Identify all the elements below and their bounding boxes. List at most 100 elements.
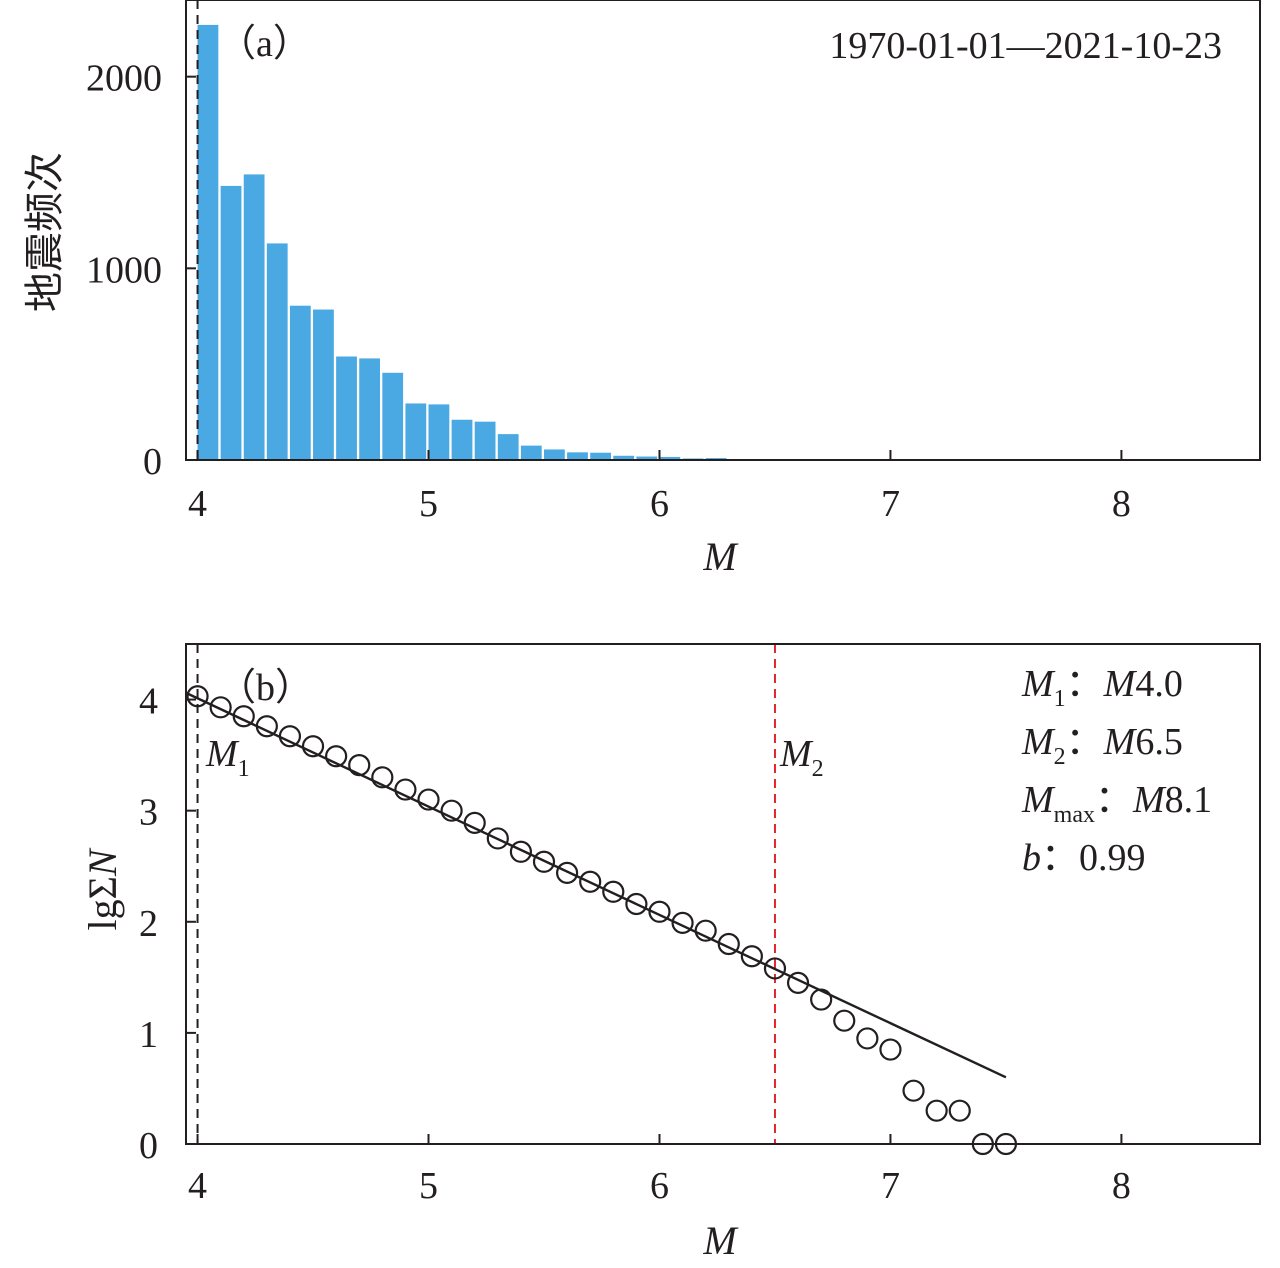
point-m7.2	[925, 1099, 948, 1122]
point-m6.1	[671, 911, 694, 934]
y-tick-label-2: 2	[139, 903, 158, 945]
legend-row-2: M2：M6.5	[1021, 721, 1183, 770]
panel-b-y-axis-label: lgΣN	[80, 847, 125, 930]
point-m5.5	[532, 850, 556, 873]
bar-m4.4	[289, 305, 311, 460]
panel-a-bars	[197, 24, 1027, 461]
bar-m4.9	[405, 403, 427, 460]
point-m5.3	[486, 827, 509, 850]
y-tick-label-4: 4	[139, 681, 158, 723]
legend-row-4: b：0.99	[1022, 837, 1146, 879]
legend-sep: ：	[1066, 721, 1104, 763]
panel-b-points	[186, 685, 1018, 1156]
x-tick-label-6: 6	[650, 483, 669, 525]
bar-m5.2	[474, 421, 496, 460]
point-m6.6	[786, 971, 810, 994]
panel-a-axes-frame	[185, 0, 1261, 461]
point-m5.2	[463, 811, 486, 834]
legend-val: 0.99	[1079, 837, 1146, 879]
point-m5.4	[509, 840, 533, 863]
m1-annotation-var: M	[205, 733, 240, 775]
legend-val: 6.5	[1135, 721, 1183, 763]
legend-sep: ：	[1066, 663, 1104, 705]
panel-b-y-ticks: 0 1 2 3 4	[139, 681, 196, 1167]
point-m5.1	[440, 799, 463, 822]
point-m6.8	[833, 1009, 856, 1032]
panel-a-label: （a）	[218, 23, 311, 65]
panel-b-x-axis-label: M	[702, 1218, 739, 1263]
point-m5.6	[555, 861, 579, 884]
panel-b-m1-annotation: M1	[205, 733, 250, 782]
legend-var: M	[1021, 663, 1056, 705]
panel-b-fit-line	[185, 691, 1007, 1079]
bar-m5.4	[520, 445, 542, 460]
y-tick-label-2000: 2000	[86, 58, 162, 100]
panel-a-x-ticks: 4 5 6 7 8	[188, 450, 1131, 525]
point-m4.2	[232, 705, 255, 728]
point-m4.4	[278, 725, 302, 748]
x-tick-label-4: 4	[188, 483, 207, 525]
point-m4.5	[301, 735, 325, 758]
x-tick-label-7: 7	[881, 1165, 900, 1207]
panel-a-x-axis-label: M	[702, 534, 739, 579]
point-m6.0	[648, 900, 671, 923]
legend-sep: ：	[1041, 837, 1079, 879]
bar-m6.0	[659, 456, 681, 460]
legend-var: b	[1022, 837, 1041, 879]
point-m4.0	[186, 685, 209, 708]
bar-m4.6	[336, 356, 357, 460]
point-m4.3	[255, 715, 278, 738]
point-m6.3	[717, 932, 740, 956]
panel-a-histogram: 4 5 6 7 8 0 1000 2000 （a） 1970-01-01—2021-10-2…	[22, 0, 1261, 579]
point-m6.5	[763, 957, 787, 980]
legend-val: 8.1	[1165, 779, 1213, 821]
m2-annotation-sub: 2	[812, 756, 824, 782]
bar-m5.7	[590, 452, 611, 460]
x-tick-label-6: 6	[650, 1165, 669, 1207]
x-tick-label-8: 8	[1112, 1165, 1131, 1207]
legend-val: 4.0	[1135, 663, 1183, 705]
m1-annotation-sub: 1	[238, 756, 250, 782]
point-m4.8	[371, 766, 394, 789]
panel-a-y-ticks: 0 1000 2000	[86, 58, 196, 483]
bar-m4.7	[359, 358, 381, 460]
m2-annotation-var: M	[779, 733, 814, 775]
point-m4.9	[394, 778, 417, 801]
point-m6.7	[810, 988, 833, 1011]
legend-val-var: M	[1103, 721, 1138, 763]
bar-m4.8	[382, 372, 404, 460]
panel-a-y-axis-label: 地震频次	[22, 152, 68, 312]
bar-m4.1	[220, 185, 242, 460]
point-m5.7	[579, 870, 602, 893]
y-label-prefix: lgΣ	[80, 876, 125, 930]
bar-m5.9	[636, 456, 658, 460]
bar-m5.1	[451, 419, 473, 460]
point-m5.9	[625, 892, 648, 916]
y-tick-label-1000: 1000	[86, 249, 162, 291]
bar-m4.0	[197, 24, 219, 461]
panel-a-date-range: 1970-01-01—2021-10-23	[829, 25, 1222, 67]
legend-row-3: Mmax：M8.1	[1021, 779, 1212, 828]
legend-sep: ：	[1095, 779, 1133, 821]
bar-m4.3	[266, 243, 288, 460]
panel-b-label: （b）	[218, 667, 313, 709]
bar-m5.0	[428, 404, 450, 460]
legend-val-var: M	[1132, 779, 1167, 821]
point-m7.0	[879, 1038, 902, 1061]
x-tick-label-5: 5	[419, 1165, 438, 1207]
bar-m5.3	[497, 434, 519, 460]
point-m5.0	[417, 788, 440, 811]
point-m7.3	[948, 1099, 971, 1122]
point-m4.6	[325, 745, 348, 768]
point-m4.7	[348, 754, 371, 777]
point-m6.9	[856, 1027, 879, 1050]
legend-var: M	[1021, 779, 1056, 821]
x-tick-label-5: 5	[419, 483, 438, 525]
legend-sub: 2	[1054, 744, 1066, 770]
y-tick-label-3: 3	[139, 792, 158, 834]
point-m6.4	[740, 945, 763, 968]
bar-m5.6	[567, 452, 588, 460]
legend-row-1: M1：M4.0	[1021, 663, 1183, 712]
